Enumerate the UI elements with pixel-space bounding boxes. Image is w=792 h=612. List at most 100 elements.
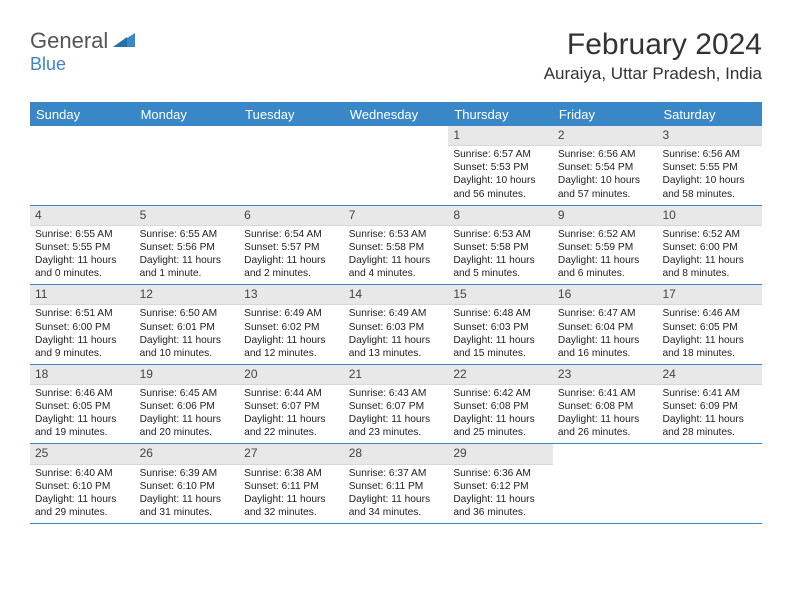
day-header: Wednesday (344, 103, 449, 126)
day-content: Sunrise: 6:45 AMSunset: 6:06 PMDaylight:… (135, 385, 240, 443)
daylight-text: Daylight: 11 hours and 15 minutes. (453, 334, 548, 360)
sunset-text: Sunset: 6:10 PM (35, 480, 130, 493)
logo: General (30, 28, 137, 54)
day-number: 6 (239, 206, 344, 226)
day-header: Thursday (448, 103, 553, 126)
day-content: Sunrise: 6:36 AMSunset: 6:12 PMDaylight:… (448, 465, 553, 523)
day-cell: 28Sunrise: 6:37 AMSunset: 6:11 PMDayligh… (344, 444, 449, 523)
sunrise-text: Sunrise: 6:39 AM (140, 467, 235, 480)
day-cell (553, 444, 658, 523)
day-cell: 17Sunrise: 6:46 AMSunset: 6:05 PMDayligh… (657, 285, 762, 364)
daylight-text: Daylight: 11 hours and 1 minute. (140, 254, 235, 280)
day-cell (344, 126, 449, 205)
day-number: 19 (135, 365, 240, 385)
logo-triangle-icon (113, 31, 135, 52)
day-number: 9 (553, 206, 658, 226)
sunset-text: Sunset: 6:09 PM (662, 400, 757, 413)
day-header: Tuesday (239, 103, 344, 126)
daylight-text: Daylight: 10 hours and 56 minutes. (453, 174, 548, 200)
daylight-text: Daylight: 11 hours and 31 minutes. (140, 493, 235, 519)
daylight-text: Daylight: 11 hours and 26 minutes. (558, 413, 653, 439)
day-number: 4 (30, 206, 135, 226)
week-row: 4 Sunrise: 6:55 AM Sunset: 5:55 PM Daylight… (30, 206, 762, 286)
sunrise-text: Sunrise: 6:55 AM (140, 228, 235, 241)
day-content: Sunrise: 6:49 AMSunset: 6:03 PMDaylight:… (344, 305, 449, 363)
sunrise-text: Sunrise: 6:54 AM (244, 228, 339, 241)
sunset-text: Sunset: 6:03 PM (349, 321, 444, 334)
day-header: Friday (553, 103, 658, 126)
day-content: Sunrise: 6:41 AMSunset: 6:08 PMDaylight:… (553, 385, 658, 443)
day-content: Sunrise: 6:53 AMSunset: 5:58 PMDaylight:… (448, 226, 553, 284)
day-number: 20 (239, 365, 344, 385)
day-content: Sunrise: 6:37 AMSunset: 6:11 PMDaylight:… (344, 465, 449, 523)
day-number: 2 (553, 126, 658, 146)
daylight-text: Daylight: 11 hours and 28 minutes. (662, 413, 757, 439)
sunrise-text: Sunrise: 6:56 AM (662, 148, 757, 161)
day-number: 11 (30, 285, 135, 305)
sunset-text: Sunset: 6:03 PM (453, 321, 548, 334)
day-number: 7 (344, 206, 449, 226)
week-row: 25Sunrise: 6:40 AMSunset: 6:10 PMDayligh… (30, 444, 762, 524)
daylight-text: Daylight: 10 hours and 57 minutes. (558, 174, 653, 200)
sunset-text: Sunset: 6:01 PM (140, 321, 235, 334)
day-number: 25 (30, 444, 135, 464)
day-cell: 15Sunrise: 6:48 AMSunset: 6:03 PMDayligh… (448, 285, 553, 364)
daylight-text: Daylight: 11 hours and 36 minutes. (453, 493, 548, 519)
day-content: Sunrise: 6:50 AMSunset: 6:01 PMDaylight:… (135, 305, 240, 363)
sunrise-text: Sunrise: 6:53 AM (453, 228, 548, 241)
sunset-text: Sunset: 5:55 PM (35, 241, 130, 254)
daylight-text: Daylight: 11 hours and 9 minutes. (35, 334, 130, 360)
sunrise-text: Sunrise: 6:49 AM (349, 307, 444, 320)
day-content: Sunrise: 6:55 AMSunset: 5:56 PMDaylight:… (135, 226, 240, 284)
sunrise-text: Sunrise: 6:43 AM (349, 387, 444, 400)
sunset-text: Sunset: 5:54 PM (558, 161, 653, 174)
day-header-row: SundayMondayTuesdayWednesdayThursdayFrid… (30, 103, 762, 126)
day-cell: 24 Sunrise: 6:41 AMSunset: 6:09 PMDayligh… (657, 365, 762, 444)
day-content: Sunrise: 6:39 AMSunset: 6:10 PMDaylight:… (135, 465, 240, 523)
sunset-text: Sunset: 6:00 PM (35, 321, 130, 334)
day-content: Sunrise: 6:43 AMSunset: 6:07 PMDaylight:… (344, 385, 449, 443)
sunrise-text: Sunrise: 6:53 AM (349, 228, 444, 241)
daylight-text: Daylight: 11 hours and 6 minutes. (558, 254, 653, 280)
day-cell: 12Sunrise: 6:50 AMSunset: 6:01 PMDayligh… (135, 285, 240, 364)
sunset-text: Sunset: 6:04 PM (558, 321, 653, 334)
day-number: 21 (344, 365, 449, 385)
day-number: 28 (344, 444, 449, 464)
sunset-text: Sunset: 6:02 PM (244, 321, 339, 334)
title-block: February 2024 Auraiya, Uttar Pradesh, In… (544, 28, 762, 84)
daylight-text: Daylight: 11 hours and 12 minutes. (244, 334, 339, 360)
day-cell: 22Sunrise: 6:42 AMSunset: 6:08 PMDayligh… (448, 365, 553, 444)
daylight-text: Daylight: 10 hours and 58 minutes. (662, 174, 757, 200)
day-cell: 20Sunrise: 6:44 AMSunset: 6:07 PMDayligh… (239, 365, 344, 444)
day-cell (135, 126, 240, 205)
sunrise-text: Sunrise: 6:48 AM (453, 307, 548, 320)
day-cell: 16Sunrise: 6:47 AMSunset: 6:04 PMDayligh… (553, 285, 658, 364)
daylight-text: Daylight: 11 hours and 16 minutes. (558, 334, 653, 360)
day-content: Sunrise: 6:56 AMSunset: 5:55 PMDaylight:… (657, 146, 762, 204)
sunrise-text: Sunrise: 6:38 AM (244, 467, 339, 480)
day-number: 24 (657, 365, 762, 385)
sunrise-text: Sunrise: 6:56 AM (558, 148, 653, 161)
sunrise-text: Sunrise: 6:49 AM (244, 307, 339, 320)
day-cell: 2Sunrise: 6:56 AMSunset: 5:54 PMDaylight… (553, 126, 658, 205)
day-content: Sunrise: 6:54 AMSunset: 5:57 PMDaylight:… (239, 226, 344, 284)
sunrise-text: Sunrise: 6:41 AM (662, 387, 757, 400)
daylight-text: Daylight: 11 hours and 23 minutes. (349, 413, 444, 439)
day-cell: 3Sunrise: 6:56 AMSunset: 5:55 PMDaylight… (657, 126, 762, 205)
daylight-text: Daylight: 11 hours and 4 minutes. (349, 254, 444, 280)
day-content: Sunrise: 6:51 AMSunset: 6:00 PMDaylight:… (30, 305, 135, 363)
sunset-text: Sunset: 6:07 PM (244, 400, 339, 413)
day-number: 27 (239, 444, 344, 464)
week-row: 11Sunrise: 6:51 AMSunset: 6:00 PMDayligh… (30, 285, 762, 365)
day-content: Sunrise: 6:46 AMSunset: 6:05 PMDaylight:… (30, 385, 135, 443)
day-content: Sunrise: 6:48 AMSunset: 6:03 PMDaylight:… (448, 305, 553, 363)
day-number: 13 (239, 285, 344, 305)
sunrise-text: Sunrise: 6:46 AM (662, 307, 757, 320)
sunset-text: Sunset: 6:07 PM (349, 400, 444, 413)
sunrise-text: Sunrise: 6:36 AM (453, 467, 548, 480)
day-content: Sunrise: 6:46 AMSunset: 6:05 PMDaylight:… (657, 305, 762, 363)
sunrise-text: Sunrise: 6:41 AM (558, 387, 653, 400)
day-content: Sunrise: 6:56 AMSunset: 5:54 PMDaylight:… (553, 146, 658, 204)
sunset-text: Sunset: 6:12 PM (453, 480, 548, 493)
daylight-text: Daylight: 11 hours and 29 minutes. (35, 493, 130, 519)
